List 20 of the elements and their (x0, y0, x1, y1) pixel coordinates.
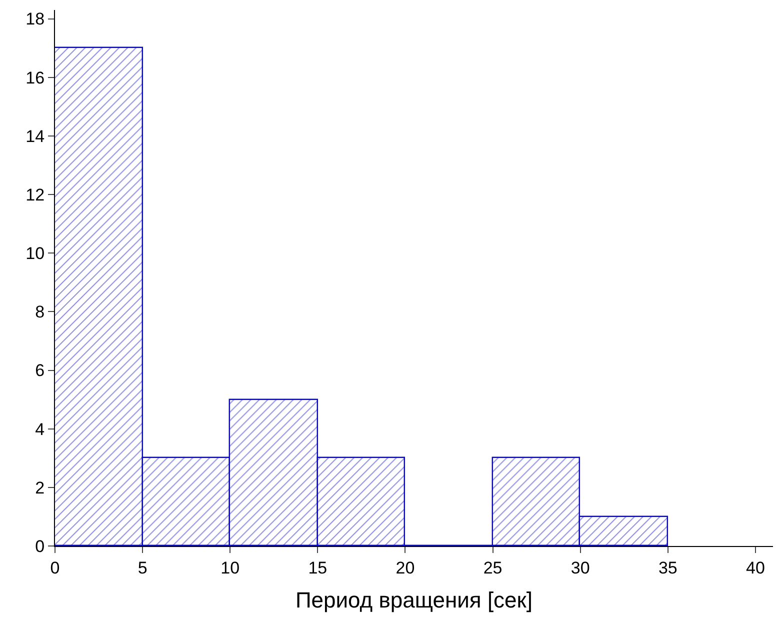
x-tick-label: 30 (570, 558, 590, 578)
x-tick-label: 35 (658, 558, 678, 578)
y-tick-label: 18 (26, 10, 45, 29)
y-tick-label: 12 (26, 185, 45, 204)
x-tick-label: 0 (50, 558, 60, 578)
y-tick-label: 14 (26, 126, 45, 146)
x-tick-label: 20 (396, 558, 415, 578)
x-tick-label: 15 (308, 558, 328, 578)
x-tick-label: 10 (220, 558, 240, 578)
y-tick-label: 16 (26, 68, 45, 88)
x-axis-title: Период вращения [сек] (295, 587, 533, 612)
y-tick-label: 10 (26, 244, 45, 264)
y-tick-label: 4 (35, 420, 45, 439)
y-tick-label: 2 (35, 478, 45, 498)
y-tick-label: 8 (35, 302, 45, 322)
x-tick-label: 5 (138, 558, 148, 578)
y-tick-label: 0 (35, 536, 45, 556)
x-tick-label: 25 (483, 558, 502, 578)
y-tick-label: 6 (35, 361, 45, 380)
x-tick-label: 40 (746, 558, 765, 578)
